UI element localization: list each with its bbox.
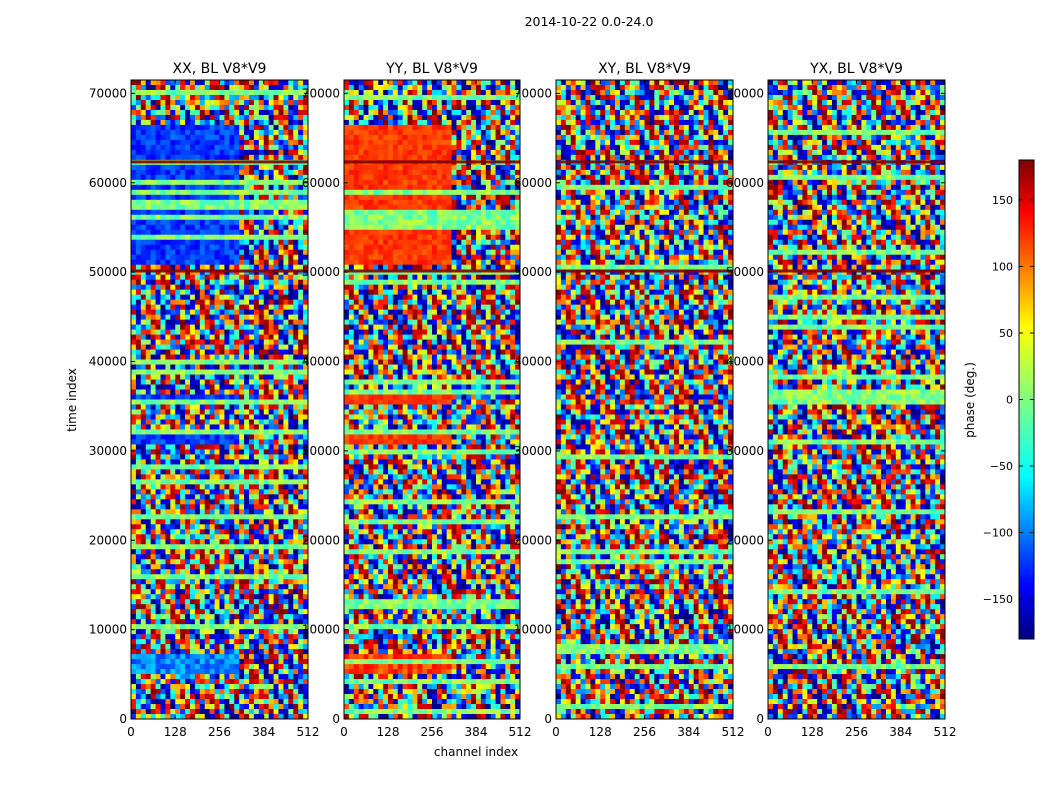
y-tick-label: 40000: [514, 355, 552, 369]
y-tick-label: 70000: [302, 86, 340, 100]
x-tick-label: 512: [722, 725, 745, 739]
panel-4-title: YX, BL V8*V9: [809, 61, 903, 77]
x-tick-label: 384: [889, 725, 912, 739]
y-tick-label: 0: [756, 712, 764, 726]
panel-2: YY, BL V8*V9 0 128 256 384 512 0 10000 20000 3000…: [302, 61, 532, 739]
y-tick-label: 0: [119, 712, 127, 726]
panel-4: YX, BL V8*V9 0 128 256 384 512 0 10000 20000 3000…: [726, 61, 957, 739]
x-tick-label: 0: [340, 725, 348, 739]
y-tick-label: 0: [332, 712, 340, 726]
y-tick-label: 40000: [89, 355, 127, 369]
y-tick-label: 10000: [726, 623, 764, 637]
x-tick-label: 256: [633, 725, 656, 739]
y-tick-label: 20000: [726, 533, 764, 547]
panel-4-heatmap: [768, 80, 945, 719]
colorbar-tick-label: −100: [983, 527, 1013, 540]
y-tick-label: 20000: [89, 533, 127, 547]
y-tick-label: 30000: [89, 444, 127, 458]
x-tick-label: 256: [208, 725, 231, 739]
y-tick-label: 10000: [514, 623, 552, 637]
y-tick-label: 60000: [514, 176, 552, 190]
colorbar-label: phase (deg.): [963, 362, 977, 438]
x-tick-label: 512: [934, 725, 957, 739]
y-tick-label: 10000: [89, 623, 127, 637]
y-tick-label: 0: [544, 712, 552, 726]
panel-3: XY, BL V8*V9 0 128 256 384 512 0 10000 20000 3000…: [514, 61, 745, 739]
panel-2-title: YY, BL V8*V9: [385, 61, 478, 77]
x-tick-label: 0: [552, 725, 560, 739]
x-tick-label: 128: [377, 725, 400, 739]
y-tick-label: 70000: [726, 86, 764, 100]
panel-1-heatmap: [131, 80, 308, 719]
figure-title: 2014-10-22 0.0-24.0: [525, 14, 654, 29]
colorbar-tick-label: −50: [990, 460, 1013, 473]
panels-group: XX, BL V8*V9 0 128 256 384 512 0 10000 20000 3000…: [89, 61, 957, 739]
y-tick-label: 60000: [726, 176, 764, 190]
x-tick-label: 128: [801, 725, 824, 739]
colorbar-tick-label: 0: [1006, 394, 1013, 407]
y-tick-label: 70000: [89, 86, 127, 100]
x-tick-label: 512: [509, 725, 532, 739]
y-tick-label: 30000: [726, 444, 764, 458]
y-tick-label: 20000: [302, 533, 340, 547]
y-tick-label: 40000: [726, 355, 764, 369]
y-tick-label: 20000: [514, 533, 552, 547]
colorbar-tick-label: 100: [992, 260, 1013, 273]
x-tick-label: 512: [297, 725, 320, 739]
x-tick-label: 384: [465, 725, 488, 739]
y-tick-label: 60000: [302, 176, 340, 190]
y-tick-label: 30000: [302, 444, 340, 458]
y-tick-label: 50000: [514, 265, 552, 279]
y-tick-label: 40000: [302, 355, 340, 369]
colorbar-tick-label: −150: [983, 593, 1013, 606]
x-tick-label: 384: [677, 725, 700, 739]
x-tick-label: 128: [164, 725, 187, 739]
y-tick-label: 50000: [302, 265, 340, 279]
x-tick-label: 256: [421, 725, 444, 739]
x-tick-label: 128: [589, 725, 612, 739]
x-tick-label: 0: [764, 725, 772, 739]
panel-1-title: XX, BL V8*V9: [173, 61, 267, 77]
colorbar-ticks: −150 −100 −50 0 50 100 150: [983, 194, 1034, 606]
y-tick-label: 70000: [514, 86, 552, 100]
x-tick-label: 256: [845, 725, 868, 739]
x-axis-label: channel index: [434, 745, 518, 759]
y-tick-label: 30000: [514, 444, 552, 458]
panel-2-heatmap: [344, 80, 520, 719]
colorbar-tick-label: 50: [999, 327, 1013, 340]
panel-1: XX, BL V8*V9 0 128 256 384 512 0 10000 20000 3000…: [89, 61, 320, 739]
y-tick-label: 50000: [726, 265, 764, 279]
y-axis-label: time index: [65, 368, 79, 432]
colorbar: −150 −100 −50 0 50 100 150 phase (deg.): [963, 159, 1035, 640]
x-tick-label: 0: [127, 725, 135, 739]
y-tick-label: 50000: [89, 265, 127, 279]
panel-3-heatmap: [556, 80, 733, 719]
panel-3-title: XY, BL V8*V9: [598, 61, 691, 77]
y-tick-label: 10000: [302, 623, 340, 637]
colorbar-tick-label: 150: [992, 194, 1013, 207]
x-tick-label: 384: [252, 725, 275, 739]
y-tick-label: 60000: [89, 176, 127, 190]
